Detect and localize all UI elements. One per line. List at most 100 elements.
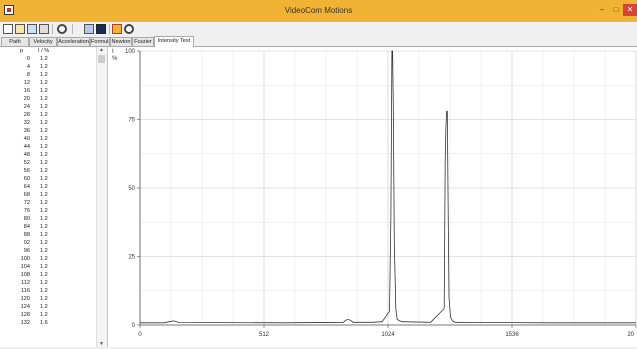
table-row[interactable]: 16 1.2 xyxy=(0,87,96,95)
cell-p: 28 xyxy=(23,112,30,118)
table-row[interactable]: 28 1.2 xyxy=(0,111,96,119)
tab-bar: Path Velocity Acceleration Formula Newto… xyxy=(0,36,637,47)
cell-p: 100 xyxy=(20,256,30,262)
cell-intensity: 1.2 xyxy=(40,112,48,118)
cell-p: 112 xyxy=(21,280,30,286)
cell-p: 96 xyxy=(23,248,30,254)
table-row[interactable]: 40 1.2 xyxy=(0,135,96,143)
table-row[interactable]: 44 1.2 xyxy=(0,143,96,151)
table-row[interactable]: 72 1.2 xyxy=(0,199,96,207)
cell-intensity: 1.2 xyxy=(40,168,48,174)
tab-path[interactable]: Path xyxy=(1,37,29,46)
table-row[interactable]: 76 1.2 xyxy=(0,207,96,215)
y-tick-label: 50 xyxy=(128,186,135,192)
cell-intensity: 1.2 xyxy=(40,80,48,86)
cell-p: 36 xyxy=(23,128,30,134)
cell-p: 76 xyxy=(23,208,30,214)
cell-p: 8 xyxy=(26,72,30,78)
table-row[interactable]: 64 1.2 xyxy=(0,183,96,191)
table-row[interactable]: 92 1.2 xyxy=(0,239,96,247)
tab-velocity[interactable]: Velocity xyxy=(29,37,57,46)
settings-icon[interactable] xyxy=(57,24,67,34)
table-row[interactable]: 36 1.2 xyxy=(0,127,96,135)
plot-area[interactable]: I % 0 512 1024 1536 20 0 25 50 75 100 xyxy=(107,47,637,347)
cell-intensity: 1.2 xyxy=(40,152,48,158)
scroll-thumb[interactable] xyxy=(98,55,105,63)
cell-intensity: 1.2 xyxy=(40,144,48,150)
x-tick-label: 1536 xyxy=(505,332,519,338)
column-header-intensity[interactable]: I / % xyxy=(38,48,50,54)
cell-p: 108 xyxy=(20,272,30,278)
capture-icon[interactable] xyxy=(124,24,134,34)
cell-intensity: 1.2 xyxy=(40,176,48,182)
tab-newton[interactable]: Newton xyxy=(110,37,132,46)
cell-intensity: 1.2 xyxy=(40,88,48,94)
table-row[interactable]: 104 1.2 xyxy=(0,263,96,271)
cell-intensity: 1.2 xyxy=(40,136,48,142)
table-row[interactable]: 124 1.2 xyxy=(0,303,96,311)
scroll-down-icon[interactable]: ▼ xyxy=(99,341,104,347)
cell-intensity: 1.6 xyxy=(40,320,48,326)
measure-icon[interactable] xyxy=(112,24,122,34)
cell-intensity: 1.2 xyxy=(40,200,48,206)
tab-formula[interactable]: Formula xyxy=(90,37,110,46)
table-scrollbar[interactable]: ▲ ▼ xyxy=(96,47,106,347)
cell-p: 128 xyxy=(20,312,30,318)
tab-fourier[interactable]: Fourier xyxy=(132,37,154,46)
table-row[interactable]: 108 1.2 xyxy=(0,271,96,279)
table-row[interactable]: 120 1.2 xyxy=(0,295,96,303)
column-header-p[interactable]: p xyxy=(20,48,24,54)
table-row[interactable]: 112 1.2 xyxy=(0,279,96,287)
table-row[interactable]: 100 1.2 xyxy=(0,255,96,263)
table-row[interactable]: 84 1.2 xyxy=(0,223,96,231)
table-row[interactable]: 116 1.2 xyxy=(0,287,96,295)
table-row[interactable]: 20 1.2 xyxy=(0,95,96,103)
table-row[interactable]: 128 1.2 xyxy=(0,311,96,319)
cell-intensity: 1.2 xyxy=(40,56,48,62)
save-file-icon[interactable] xyxy=(27,24,37,34)
toolbar-separator xyxy=(52,24,53,34)
cell-intensity: 1.2 xyxy=(40,224,48,230)
intensity-chart[interactable]: I % 0 512 1024 1536 20 0 25 50 75 100 xyxy=(108,47,637,347)
y-axis-unit: % xyxy=(112,56,118,62)
table-row[interactable]: 48 1.2 xyxy=(0,151,96,159)
table-row[interactable]: 88 1.2 xyxy=(0,231,96,239)
table-row[interactable]: 56 1.2 xyxy=(0,167,96,175)
maximize-button[interactable]: □ xyxy=(613,5,619,14)
open-file-icon[interactable] xyxy=(15,24,25,34)
y-tick-label: 25 xyxy=(128,255,135,261)
tab-intensity-test[interactable]: Intensity Test xyxy=(154,36,194,47)
cell-intensity: 1.2 xyxy=(40,256,48,262)
close-button[interactable]: ✕ xyxy=(623,4,637,16)
table-row[interactable]: 132 1.6 xyxy=(0,319,96,327)
table-row[interactable]: 4 1.2 xyxy=(0,63,96,71)
table-row[interactable]: 8 1.2 xyxy=(0,71,96,79)
cell-intensity: 1.2 xyxy=(40,184,48,190)
print-icon[interactable] xyxy=(39,24,49,34)
table-row[interactable]: 0 1.2 xyxy=(0,55,96,63)
table-row[interactable]: 60 1.2 xyxy=(0,175,96,183)
minimize-button[interactable]: – xyxy=(599,5,605,14)
scroll-up-icon[interactable]: ▲ xyxy=(99,47,104,53)
table-row[interactable]: 24 1.2 xyxy=(0,103,96,111)
camera-icon[interactable] xyxy=(84,24,94,34)
cell-p: 16 xyxy=(23,88,30,94)
tab-acceleration[interactable]: Acceleration xyxy=(57,37,90,46)
x-tick-label: 0 xyxy=(138,332,142,338)
cell-intensity: 1.2 xyxy=(40,208,48,214)
y-axis-label: I xyxy=(112,49,114,55)
table-row[interactable]: 68 1.2 xyxy=(0,191,96,199)
cell-intensity: 1.2 xyxy=(40,104,48,110)
table-row[interactable]: 12 1.2 xyxy=(0,79,96,87)
table-row[interactable]: 32 1.2 xyxy=(0,119,96,127)
new-file-icon[interactable] xyxy=(3,24,13,34)
data-table: p I / % 0 1.2 4 1.2 8 1.2 12 1.2 16 1.2 20 1.2 24 1.2… xyxy=(0,47,106,347)
table-row[interactable]: 52 1.2 xyxy=(0,159,96,167)
chart-series xyxy=(140,50,636,324)
x-tick-label: 20 xyxy=(627,332,634,338)
table-row[interactable]: 80 1.2 xyxy=(0,215,96,223)
cell-p: 84 xyxy=(23,224,30,230)
display-icon[interactable] xyxy=(96,24,106,34)
toolbar-separator xyxy=(72,24,73,34)
table-row[interactable]: 96 1.2 xyxy=(0,247,96,255)
